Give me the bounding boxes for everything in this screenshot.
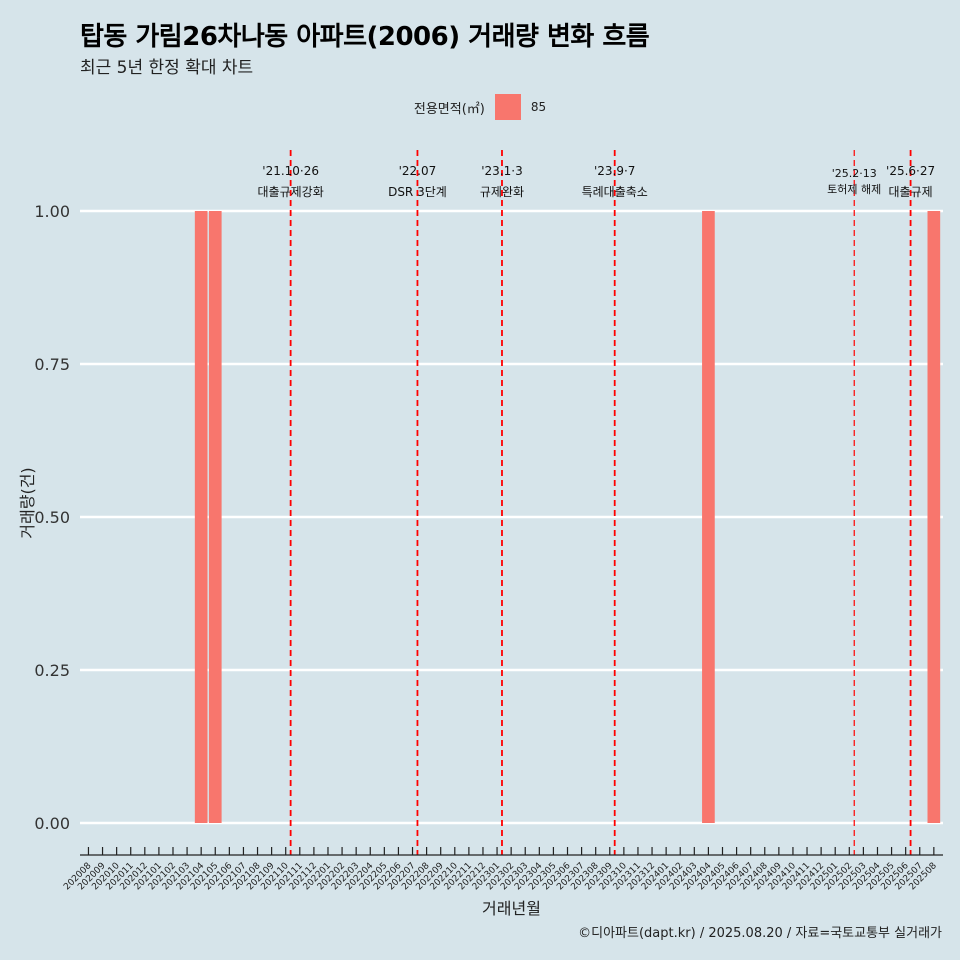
x-axis-title: 거래년월: [482, 899, 541, 918]
legend-item-label: 85: [530, 100, 547, 114]
event-date: '22.07: [399, 164, 437, 178]
y-tick-label: 0.50: [34, 508, 70, 527]
y-tick-label: 1.00: [34, 202, 70, 221]
y-axis-title: 거래량(건): [18, 467, 37, 538]
event-date: '21.10·26: [262, 164, 319, 178]
legend-title: 전용면적(㎡): [413, 101, 485, 117]
bar: [702, 211, 715, 823]
source-caption: ©디아파트(dapt.kr) / 2025.08.20 / 자료=국토교통부 실…: [578, 926, 942, 941]
event-label: 대출규제강화: [258, 185, 324, 199]
event-label: 대출규제: [889, 185, 933, 199]
bar: [208, 211, 222, 823]
event-label: 규제완화: [480, 185, 524, 199]
chart-title: 탑동 가림26차나동 아파트(2006) 거래량 변화 흐름: [80, 22, 650, 52]
legend-swatch: [494, 94, 521, 120]
bar: [194, 211, 208, 823]
bar: [927, 211, 941, 823]
y-tick-label: 0.25: [34, 661, 70, 680]
event-label: 토허제 해제: [827, 182, 881, 196]
event-label: 특례대출축소: [582, 185, 648, 199]
y-tick-label: 0.00: [34, 814, 70, 833]
event-date: '25.2·13: [832, 167, 877, 180]
chart-subtitle: 최근 5년 한정 확대 차트: [80, 58, 254, 78]
legend: 전용면적(㎡) 85: [0, 94, 960, 120]
y-tick-label: 0.75: [34, 355, 70, 374]
event-label: DSR 3단계: [388, 185, 447, 199]
event-date: '23.9·7: [594, 164, 635, 178]
event-date: '23.1·3: [481, 164, 522, 178]
event-date: '25.6·27: [886, 164, 935, 178]
